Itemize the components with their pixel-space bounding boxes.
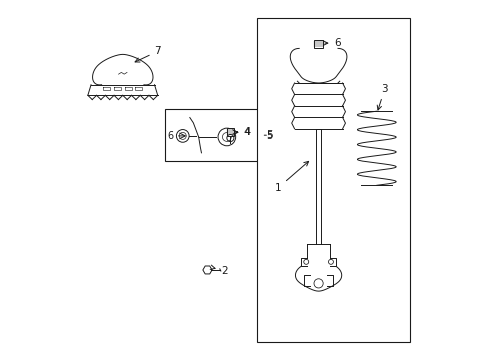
Bar xyxy=(227,129,233,136)
Bar xyxy=(256,18,409,342)
Text: 1: 1 xyxy=(274,161,308,193)
Text: 5: 5 xyxy=(266,130,272,140)
Text: 5: 5 xyxy=(266,131,272,141)
Bar xyxy=(165,109,264,161)
Text: 7: 7 xyxy=(135,46,161,62)
Text: 4: 4 xyxy=(233,127,250,138)
Text: 6: 6 xyxy=(167,131,173,141)
Bar xyxy=(313,40,323,48)
Text: 3: 3 xyxy=(376,84,387,110)
Text: 4: 4 xyxy=(232,127,250,137)
Text: 6: 6 xyxy=(323,38,341,48)
Text: 2: 2 xyxy=(210,265,228,276)
